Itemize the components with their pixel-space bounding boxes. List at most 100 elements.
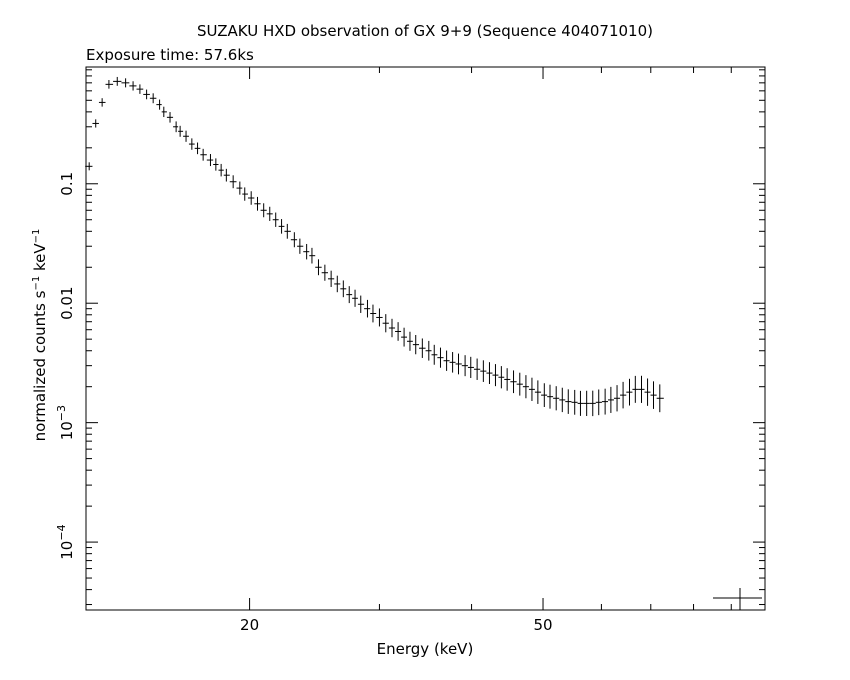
data-point (419, 338, 426, 358)
data-point (183, 130, 189, 142)
data-point (149, 93, 157, 104)
y-tick-label: 10−4 (55, 524, 76, 559)
data-point (492, 364, 499, 387)
data-point (334, 275, 341, 293)
data-point (547, 384, 554, 409)
data-point (156, 99, 162, 110)
data-point (113, 76, 122, 86)
data-point (98, 98, 106, 107)
data-point (328, 270, 335, 287)
x-axis-label: Energy (keV) (376, 640, 474, 658)
data-point (236, 181, 243, 195)
data-point (315, 259, 322, 276)
data-point (467, 356, 474, 379)
data-point (278, 219, 285, 234)
data-point (206, 154, 214, 167)
data-point (437, 347, 444, 368)
data-point (194, 142, 201, 155)
data-point (188, 138, 195, 150)
data-point (129, 81, 137, 91)
data-point (516, 372, 523, 396)
data-point (601, 388, 609, 415)
data-point (589, 390, 596, 417)
data-point (528, 377, 535, 402)
data-point (449, 352, 456, 373)
data-point (290, 232, 298, 248)
data-point (200, 148, 207, 161)
data-point (486, 362, 493, 385)
data-point (92, 119, 99, 128)
y-tick-label: 0.1 (58, 172, 76, 196)
data-point (254, 196, 261, 211)
data-point (376, 308, 383, 327)
data-point (577, 390, 584, 416)
data-point (650, 381, 657, 409)
data-point (297, 238, 304, 254)
data-point (504, 368, 511, 391)
data-point (626, 378, 633, 406)
plot-frame (85, 66, 766, 611)
data-point (136, 84, 144, 94)
x-tick-label: 20 (240, 616, 259, 634)
data-point (480, 360, 487, 382)
data-point (229, 175, 237, 189)
data-point (583, 390, 590, 416)
data-point (218, 163, 224, 177)
data-point (638, 375, 645, 403)
data-point (143, 89, 150, 100)
data-point (431, 344, 438, 365)
data-point (166, 112, 174, 123)
y-tick-label: 0.01 (58, 287, 76, 320)
data-point (85, 162, 93, 171)
data-point (121, 78, 130, 88)
data-point (309, 247, 316, 264)
data-point (173, 121, 179, 133)
data-point (613, 385, 621, 412)
data-point (105, 80, 114, 89)
data-point (364, 299, 371, 318)
data-point (412, 334, 420, 355)
data-point (455, 353, 462, 375)
data-point (352, 289, 358, 307)
data-point (321, 264, 329, 281)
data-point (559, 387, 566, 413)
data-point (644, 378, 651, 406)
data-point (247, 191, 255, 205)
data-point (608, 386, 614, 413)
data-point (443, 350, 450, 371)
data-point (284, 223, 291, 239)
data-point (425, 340, 432, 361)
chart-subtitle: Exposure time: 57.6ks (86, 46, 254, 64)
data-point (223, 168, 230, 182)
data-point (346, 286, 353, 304)
data-point (553, 386, 560, 411)
data-point (498, 366, 505, 389)
data-point (656, 384, 664, 413)
data-point (541, 383, 548, 407)
data-point (522, 375, 529, 399)
data-point (340, 280, 347, 298)
data-point (260, 203, 267, 218)
data-point (242, 187, 248, 201)
data-point (357, 295, 365, 313)
data-point (395, 322, 402, 341)
data-point (534, 380, 542, 404)
data-point (272, 212, 279, 227)
data-point (382, 314, 389, 333)
data-point (510, 370, 517, 394)
data-point (388, 318, 396, 338)
data-point (407, 331, 413, 351)
data-point (178, 125, 184, 137)
data-point (571, 389, 578, 415)
data-point (620, 381, 627, 409)
x-tick-label: 50 (533, 616, 552, 634)
data-point (632, 375, 639, 403)
data-point (473, 358, 481, 380)
y-tick-label: 10−3 (55, 405, 76, 440)
data-point (266, 206, 273, 221)
data-point (370, 304, 377, 323)
data-point (461, 355, 468, 377)
data-point (401, 327, 408, 347)
data-point (161, 106, 167, 118)
